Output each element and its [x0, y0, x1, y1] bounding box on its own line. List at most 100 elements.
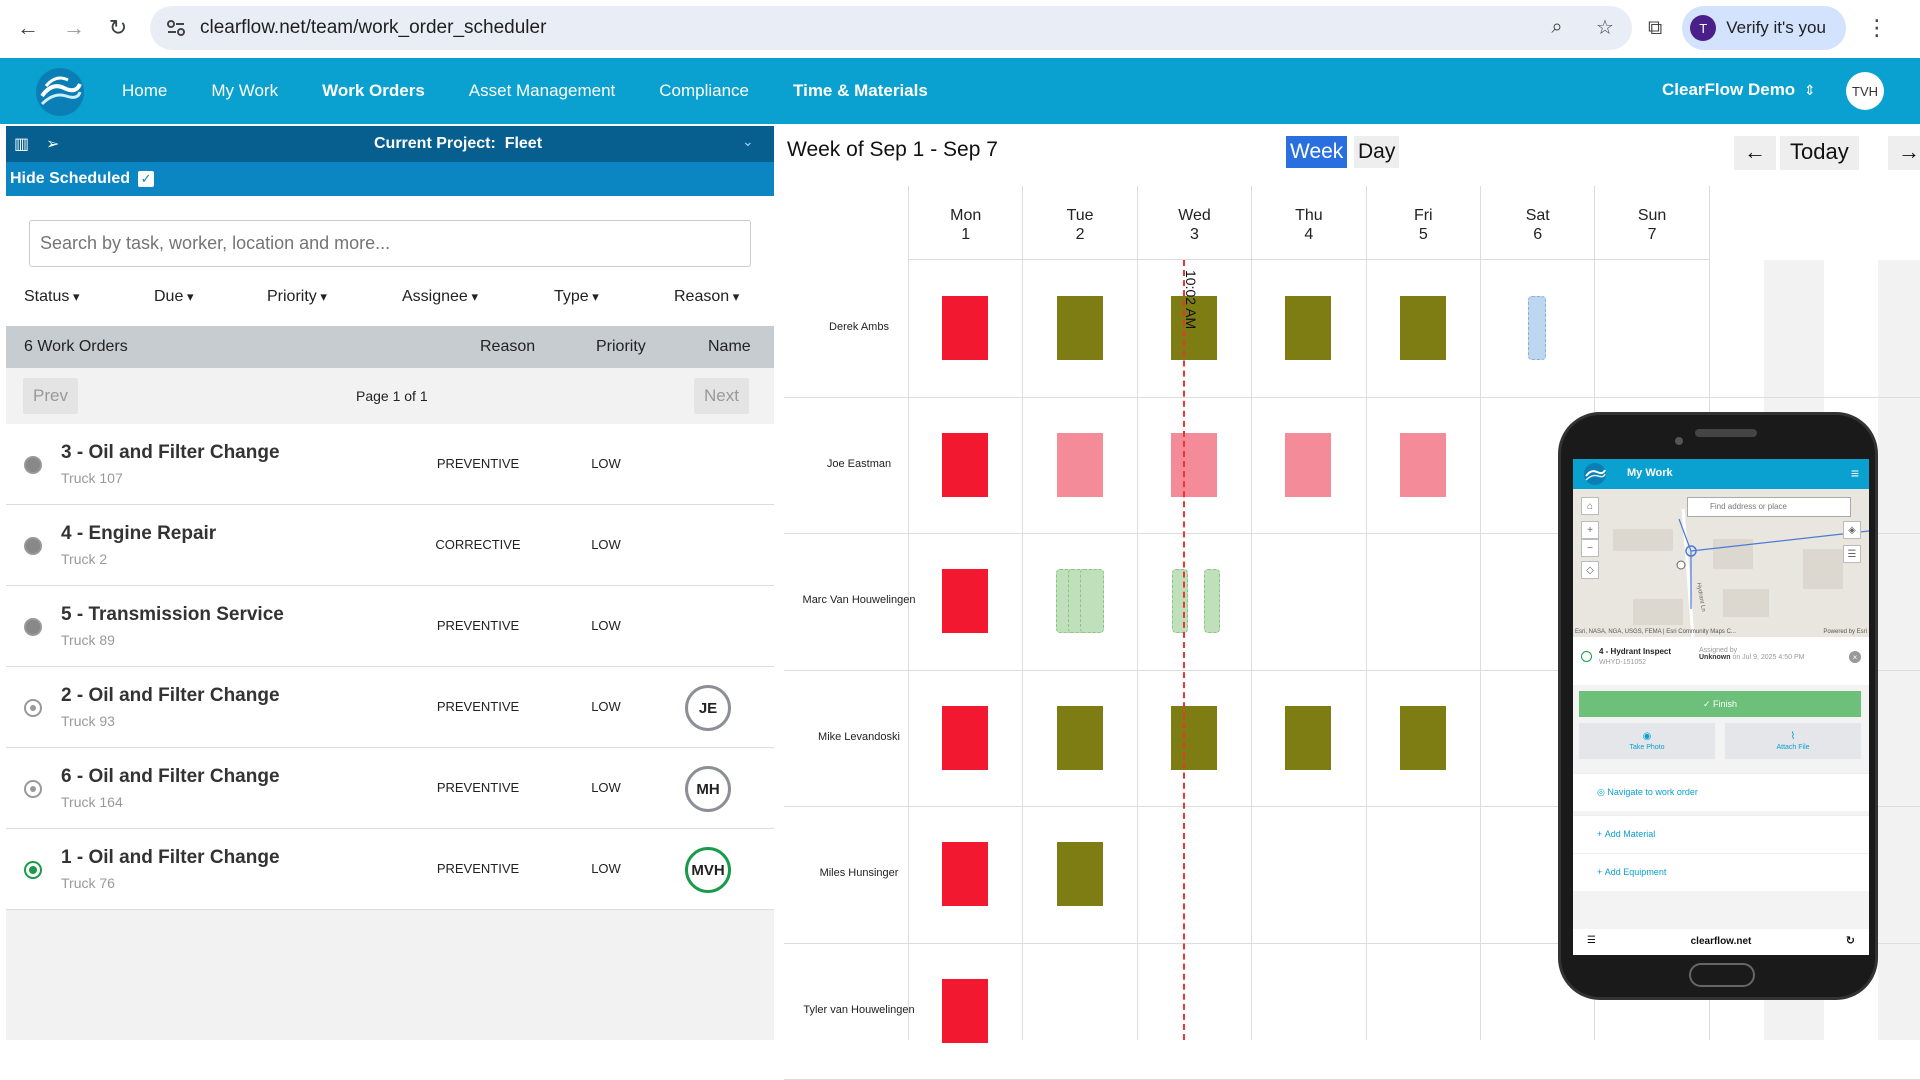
mobile-map[interactable]: Hydrant Ln Find address or place ⌂ + − ◇…	[1573, 489, 1869, 637]
cast-icon[interactable]: ⧉	[1648, 16, 1663, 39]
verify-profile-button[interactable]: T Verify it's you	[1682, 6, 1846, 50]
nav-work-orders[interactable]: Work Orders	[322, 81, 425, 100]
hide-scheduled-toggle[interactable]: Hide Scheduled ✓	[6, 162, 774, 196]
mobile-work-order[interactable]: 4 - Hydrant Inspect WHYD-151052 Assigned…	[1573, 637, 1869, 685]
clearflow-logo[interactable]	[34, 66, 86, 118]
mobile-url-bar[interactable]: ☰ clearflow.net ↻	[1573, 929, 1869, 955]
tentative-block[interactable]	[1172, 569, 1188, 633]
home-map-icon[interactable]: ⌂	[1581, 497, 1599, 515]
zoom-in-icon[interactable]: +	[1581, 521, 1599, 539]
zoom-out-icon[interactable]: −	[1581, 539, 1599, 557]
site-settings-icon[interactable]	[164, 16, 188, 40]
reload-icon[interactable]: ↻	[108, 15, 128, 40]
nav-asset-management[interactable]: Asset Management	[468, 81, 616, 100]
next-page-button[interactable]: Next	[694, 378, 749, 414]
scheduled-block[interactable]	[942, 705, 989, 770]
status-radio-icon[interactable]	[24, 537, 42, 555]
assignee-badge[interactable]: JE	[685, 685, 731, 731]
scheduled-block[interactable]	[942, 296, 989, 360]
account-chevron-icon[interactable]: ⇕	[1804, 82, 1816, 98]
scheduled-block[interactable]	[1399, 705, 1446, 770]
status-radio-icon[interactable]	[1581, 651, 1592, 662]
scheduled-block[interactable]	[1171, 296, 1217, 360]
nav-time-materials[interactable]: Time & Materials	[793, 81, 928, 100]
day-view-button[interactable]: Day	[1354, 136, 1400, 168]
take-photo-button[interactable]: ◉ Take Photo	[1579, 723, 1715, 759]
hamburger-menu-icon[interactable]: ≡	[1850, 465, 1859, 481]
scheduled-block[interactable]	[1056, 296, 1103, 360]
next-week-button[interactable]: →	[1888, 136, 1920, 170]
status-radio-icon[interactable]	[24, 861, 42, 879]
filter-reason[interactable]: Reason	[674, 288, 739, 306]
locate-icon[interactable]: ◇	[1581, 561, 1599, 579]
tentative-block[interactable]	[1204, 569, 1220, 633]
work-order-row[interactable]: 2 - Oil and Filter Change Truck 93 PREVE…	[6, 667, 774, 748]
day-header-mon[interactable]: Mon 1	[908, 186, 1023, 260]
finish-button[interactable]: ✓ Finish	[1579, 691, 1861, 717]
zoom-icon[interactable]: ⌕	[1551, 15, 1563, 38]
day-header-wed[interactable]: Wed 3	[1136, 186, 1252, 260]
scheduled-block[interactable]	[942, 842, 989, 906]
day-header-fri[interactable]: Fri 5	[1365, 186, 1480, 260]
work-order-row[interactable]: 6 - Oil and Filter Change Truck 164 PREV…	[6, 748, 774, 829]
bookmark-star-icon[interactable]: ☆	[1596, 16, 1614, 39]
status-radio-icon[interactable]	[24, 618, 42, 636]
nav-compliance[interactable]: Compliance	[659, 81, 750, 100]
scheduled-block[interactable]	[1056, 842, 1103, 906]
scheduled-block[interactable]	[942, 569, 989, 633]
assignee-badge[interactable]: MH	[685, 766, 731, 812]
scheduled-block[interactable]	[1285, 705, 1332, 770]
assignee-badge[interactable]: MVH	[685, 847, 731, 893]
tentative-block[interactable]	[1079, 569, 1104, 633]
find-address-input[interactable]: Find address or place	[1687, 497, 1851, 517]
column-name[interactable]: Name	[708, 338, 751, 355]
week-view-button[interactable]: Week	[1286, 136, 1348, 168]
project-chevron-icon[interactable]: ⌄	[742, 133, 754, 149]
user-avatar[interactable]: TVH	[1846, 72, 1884, 110]
search-input[interactable]	[29, 220, 751, 267]
send-icon[interactable]: ➢	[46, 136, 60, 153]
nav-home[interactable]: Home	[122, 81, 168, 100]
scheduled-block[interactable]	[1056, 432, 1103, 497]
scheduled-block[interactable]	[1285, 296, 1332, 360]
scheduled-block[interactable]	[1285, 432, 1332, 497]
work-order-row[interactable]: 3 - Oil and Filter Change Truck 107 PREV…	[6, 424, 774, 505]
status-radio-icon[interactable]	[24, 780, 42, 798]
current-project[interactable]: Current Project: Fleet	[374, 135, 542, 153]
hide-scheduled-checkbox[interactable]: ✓	[138, 171, 155, 187]
column-priority[interactable]: Priority	[596, 338, 646, 355]
scheduled-block[interactable]	[1528, 296, 1547, 360]
navigate-to-work-order[interactable]: ◎ Navigate to work order	[1573, 773, 1869, 811]
reload-icon[interactable]: ↻	[1845, 935, 1855, 947]
list-icon[interactable]: ☰	[1843, 545, 1861, 563]
filter-priority[interactable]: Priority	[267, 288, 327, 306]
layers-icon[interactable]: ◈	[1843, 521, 1861, 539]
scheduled-block[interactable]	[1399, 296, 1446, 360]
filter-status[interactable]: Status	[24, 288, 80, 306]
day-header-tue[interactable]: Tue 2	[1022, 186, 1137, 260]
add-material-button[interactable]: + Add Material	[1573, 815, 1869, 853]
browser-menu-icon[interactable]: ⋮	[1865, 15, 1888, 40]
day-header-thu[interactable]: Thu 4	[1251, 186, 1366, 260]
status-radio-icon[interactable]	[24, 456, 42, 474]
work-order-row[interactable]: 4 - Engine Repair Truck 2 CORRECTIVE LOW	[6, 505, 774, 586]
prev-week-button[interactable]: ←	[1734, 136, 1776, 170]
prev-page-button[interactable]: Prev	[23, 378, 78, 414]
scheduled-block[interactable]	[1056, 705, 1103, 770]
scheduled-block[interactable]	[1171, 432, 1217, 497]
filter-assignee[interactable]: Assignee	[402, 288, 478, 306]
add-equipment-button[interactable]: + Add Equipment	[1573, 853, 1869, 891]
work-order-row[interactable]: 1 - Oil and Filter Change Truck 76 PREVE…	[6, 829, 774, 910]
scheduled-block[interactable]	[1171, 705, 1217, 770]
forward-icon[interactable]: →	[63, 15, 85, 40]
account-selector[interactable]: ClearFlow Demo	[1662, 80, 1796, 99]
day-header-sat[interactable]: Sat 6	[1480, 186, 1595, 260]
chart-icon[interactable]: ▥	[14, 136, 30, 153]
close-icon[interactable]: ×	[1849, 651, 1861, 663]
column-reason[interactable]: Reason	[480, 338, 536, 355]
filter-due[interactable]: Due	[154, 288, 194, 306]
work-order-row[interactable]: 5 - Transmission Service Truck 89 PREVEN…	[6, 586, 774, 667]
scheduled-block[interactable]	[942, 432, 989, 497]
scheduled-block[interactable]	[1399, 432, 1446, 497]
today-button[interactable]: Today	[1780, 136, 1859, 170]
